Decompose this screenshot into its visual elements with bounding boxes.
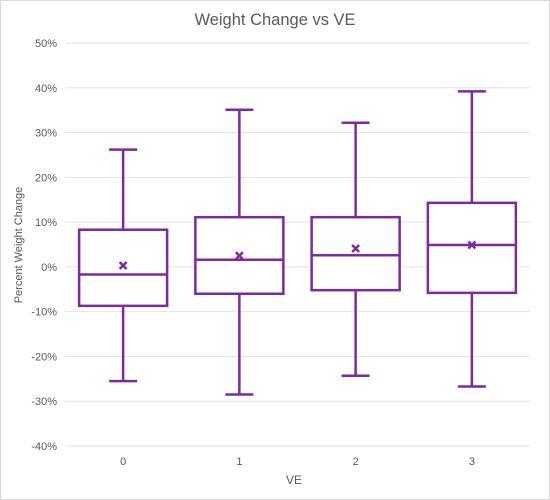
y-tick-label: -10% (31, 307, 57, 319)
mean-marker (467, 240, 477, 250)
y-tick-label: 0% (41, 262, 57, 274)
x-axis-title: VE (285, 473, 302, 487)
y-tick-label: 20% (35, 172, 57, 184)
box-iqr (426, 201, 518, 295)
y-tick-label: 10% (35, 217, 57, 229)
mean-marker (234, 251, 244, 261)
y-tick-label: -20% (31, 351, 57, 363)
box-iqr (77, 228, 169, 308)
x-tick-label: 3 (469, 456, 475, 468)
mean-marker (351, 244, 361, 253)
y-tick-label: 30% (35, 128, 57, 140)
x-tick-label: 0 (120, 456, 126, 468)
mean-marker (118, 261, 128, 270)
y-tick-label: 40% (35, 83, 57, 95)
chart-title: Weight Change vs VE (194, 11, 356, 29)
y-tick-label: 50% (35, 38, 57, 50)
x-tick-label: 2 (353, 456, 359, 468)
y-tick-label: -30% (31, 396, 57, 408)
y-tick-label: -40% (31, 441, 57, 453)
x-tick-label: 1 (236, 456, 242, 468)
box-iqr (310, 215, 401, 292)
